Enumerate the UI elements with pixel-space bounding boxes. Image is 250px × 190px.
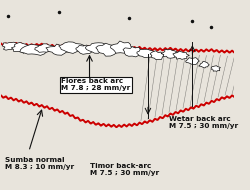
Polygon shape bbox=[186, 58, 200, 65]
Polygon shape bbox=[59, 42, 85, 53]
Polygon shape bbox=[35, 44, 57, 52]
Text: Timor back-arc
M 7.5 ; 30 mm/yr: Timor back-arc M 7.5 ; 30 mm/yr bbox=[90, 163, 159, 176]
Text: Flores back arc
M 7.8 ; 28 mm/yr: Flores back arc M 7.8 ; 28 mm/yr bbox=[62, 78, 131, 91]
Polygon shape bbox=[76, 45, 95, 54]
Polygon shape bbox=[20, 44, 47, 55]
Text: Wetar back arc
M 7.5 ; 30 mm/yr: Wetar back arc M 7.5 ; 30 mm/yr bbox=[169, 116, 238, 129]
Polygon shape bbox=[85, 43, 105, 53]
Polygon shape bbox=[96, 43, 121, 56]
Polygon shape bbox=[150, 51, 164, 60]
Polygon shape bbox=[2, 42, 18, 50]
Polygon shape bbox=[212, 66, 220, 71]
Text: Sumba normal
M 8.3 ; 10 mm/yr: Sumba normal M 8.3 ; 10 mm/yr bbox=[5, 158, 74, 170]
Polygon shape bbox=[123, 47, 145, 57]
Polygon shape bbox=[110, 41, 135, 53]
Polygon shape bbox=[46, 44, 72, 55]
Polygon shape bbox=[161, 49, 177, 58]
Polygon shape bbox=[198, 61, 209, 68]
Polygon shape bbox=[11, 42, 31, 53]
Polygon shape bbox=[173, 51, 190, 59]
Polygon shape bbox=[137, 49, 156, 57]
